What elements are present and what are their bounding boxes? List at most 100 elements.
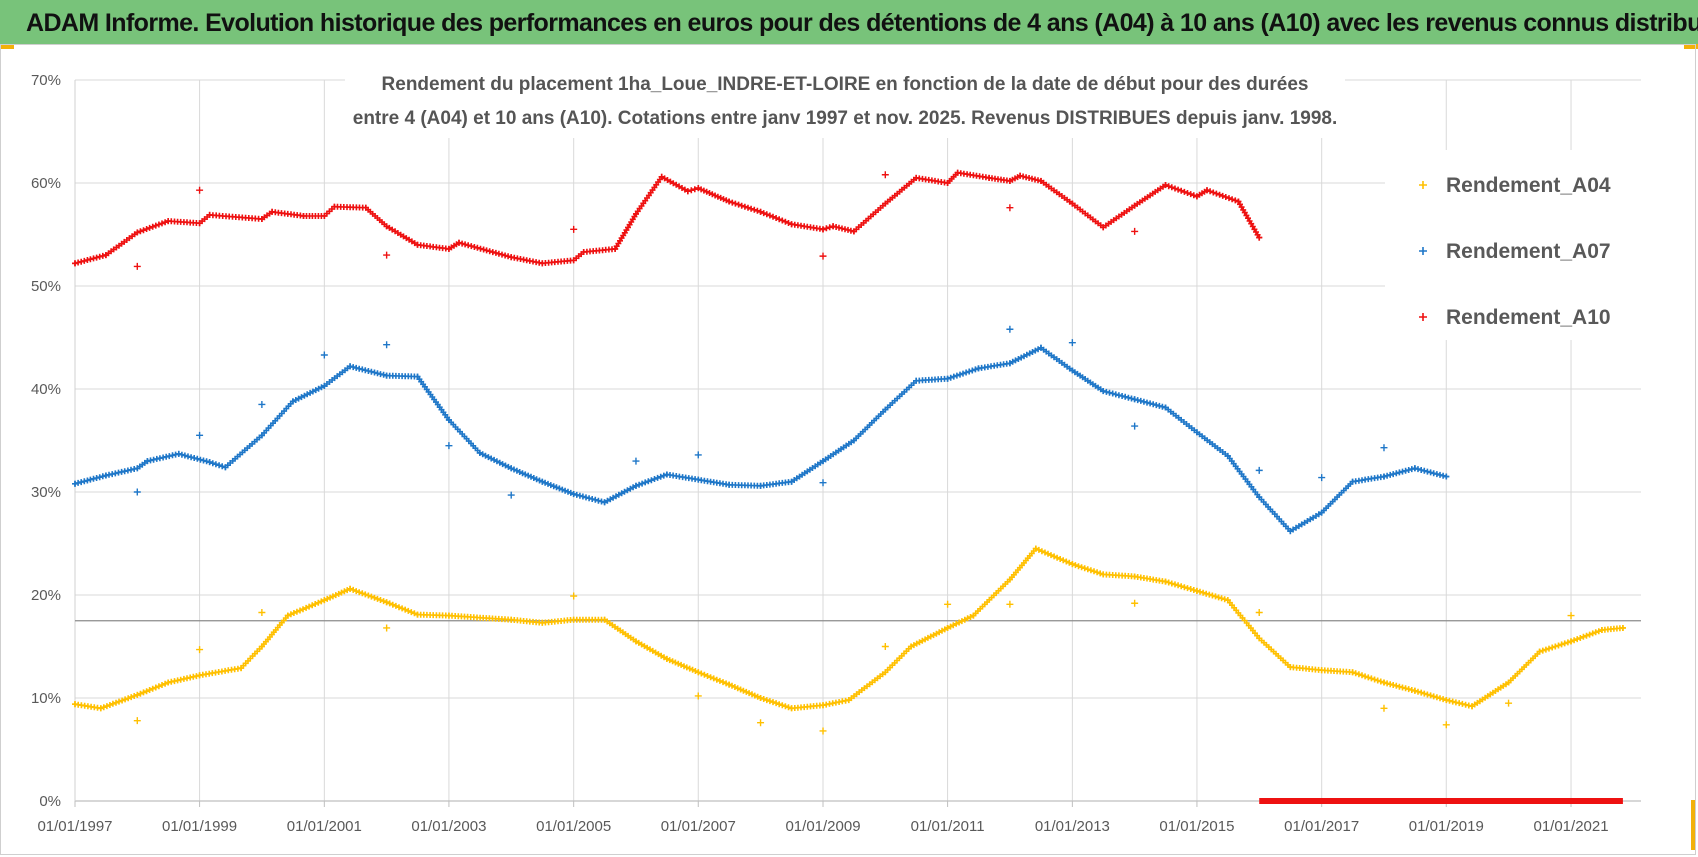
x-tick-label: 01/01/2003 [411,818,486,835]
outlier-point [1006,325,1014,333]
data-point [757,208,764,215]
outlier-point [1006,600,1014,608]
data-point [1256,234,1263,241]
report-title: ADAM Informe. Evolution historique des p… [26,9,1698,37]
data-point [601,616,608,623]
data-point [1287,528,1294,535]
data-point [1006,360,1013,367]
outlier-point [1131,227,1139,235]
outlier-point [1068,339,1076,347]
data-point [954,169,961,176]
data-point [72,480,78,487]
data-point [1017,172,1024,179]
data-point [1256,635,1263,642]
data-point [1162,182,1169,189]
data-point [1193,193,1200,200]
data-point [830,223,837,230]
data-point [508,616,515,623]
outlier-point [133,717,141,725]
data-point [1069,200,1076,207]
outlier-point [694,451,702,459]
data-point [347,363,354,370]
data-point [445,612,452,619]
data-point [1131,396,1138,403]
data-point [1318,667,1325,674]
data-point [321,597,328,604]
corner-accent-top-right [1684,44,1698,49]
outlier-point [694,692,702,700]
data-point [134,229,141,236]
data-point [539,478,546,485]
outlier-point [1567,612,1575,620]
data-point [289,398,296,405]
outlier-point [1442,721,1450,729]
y-tick-label: 30% [31,484,61,501]
data-point [632,210,639,217]
outlier-point [819,727,827,735]
chart-title-line-2: entre 4 (A04) et 10 ans (A10). Cotations… [353,108,1337,129]
data-point [196,220,203,227]
data-point [362,204,369,211]
data-point [134,465,141,472]
x-axis-labels: 01/01/1997 01/01/1999 01/01/2001 01/01/2003… [37,818,1608,835]
data-point [331,203,338,210]
series-Rendement_A10 [72,169,1623,804]
outlier-point [445,442,453,450]
outlier-point [819,252,827,260]
legend-label: Rendement_A10 [1446,306,1611,329]
x-tick-label: 01/01/2005 [536,818,611,835]
chart-title-background [345,64,1345,138]
legend-label: Rendement_A04 [1446,174,1611,197]
data-point [695,669,702,676]
data-point [383,599,390,606]
x-tick-label: 01/01/2015 [1159,818,1234,835]
data-point [300,212,307,219]
data-point [726,198,733,205]
data-point [663,655,670,662]
data-point [321,382,328,389]
outlier-point [196,431,204,439]
data-point [1100,224,1107,231]
data-point [269,208,276,215]
data-point [1162,404,1169,411]
data-point [102,252,109,259]
data-point [1443,473,1450,480]
report-header: ADAM Informe. Evolution historique des p… [0,0,1698,45]
data-point [580,249,587,256]
y-tick-label: 70% [31,72,61,89]
data-point [695,185,702,192]
y-tick-label: 20% [31,587,61,604]
y-tick-label: 10% [31,690,61,707]
data-point [908,643,915,650]
data-point [1131,202,1138,209]
series-marks [72,169,1626,804]
data-point [508,465,515,472]
data-point [632,638,639,645]
data-point [632,482,639,489]
data-point [726,681,733,688]
outlier-point [258,400,266,408]
chart-title-line-1: Rendement du placement 1ha_Loue_INDRE-ET… [382,74,1309,95]
legend-background [1385,150,1645,340]
outlier-point [1318,474,1326,482]
chart-frame [0,44,1696,855]
data-point [445,416,452,423]
y-tick-label: 40% [31,381,61,398]
data-point [757,482,764,489]
corner-accent-right-bottom [1691,800,1696,850]
outlier-point [632,457,640,465]
x-tick-label: 01/01/2019 [1409,818,1484,835]
series-line-markers [72,545,1626,712]
data-point [1443,697,1450,704]
outlier-point [507,491,515,499]
data-point [1037,344,1044,351]
outlier-point [1505,699,1513,707]
x-tick-label: 01/01/2007 [661,818,736,835]
data-point [1568,638,1575,645]
x-tick-label: 01/01/2021 [1533,818,1608,835]
data-point [1006,177,1013,184]
data-point [1162,578,1169,585]
y-tick-label: 60% [31,175,61,192]
outlier-point [881,171,889,179]
